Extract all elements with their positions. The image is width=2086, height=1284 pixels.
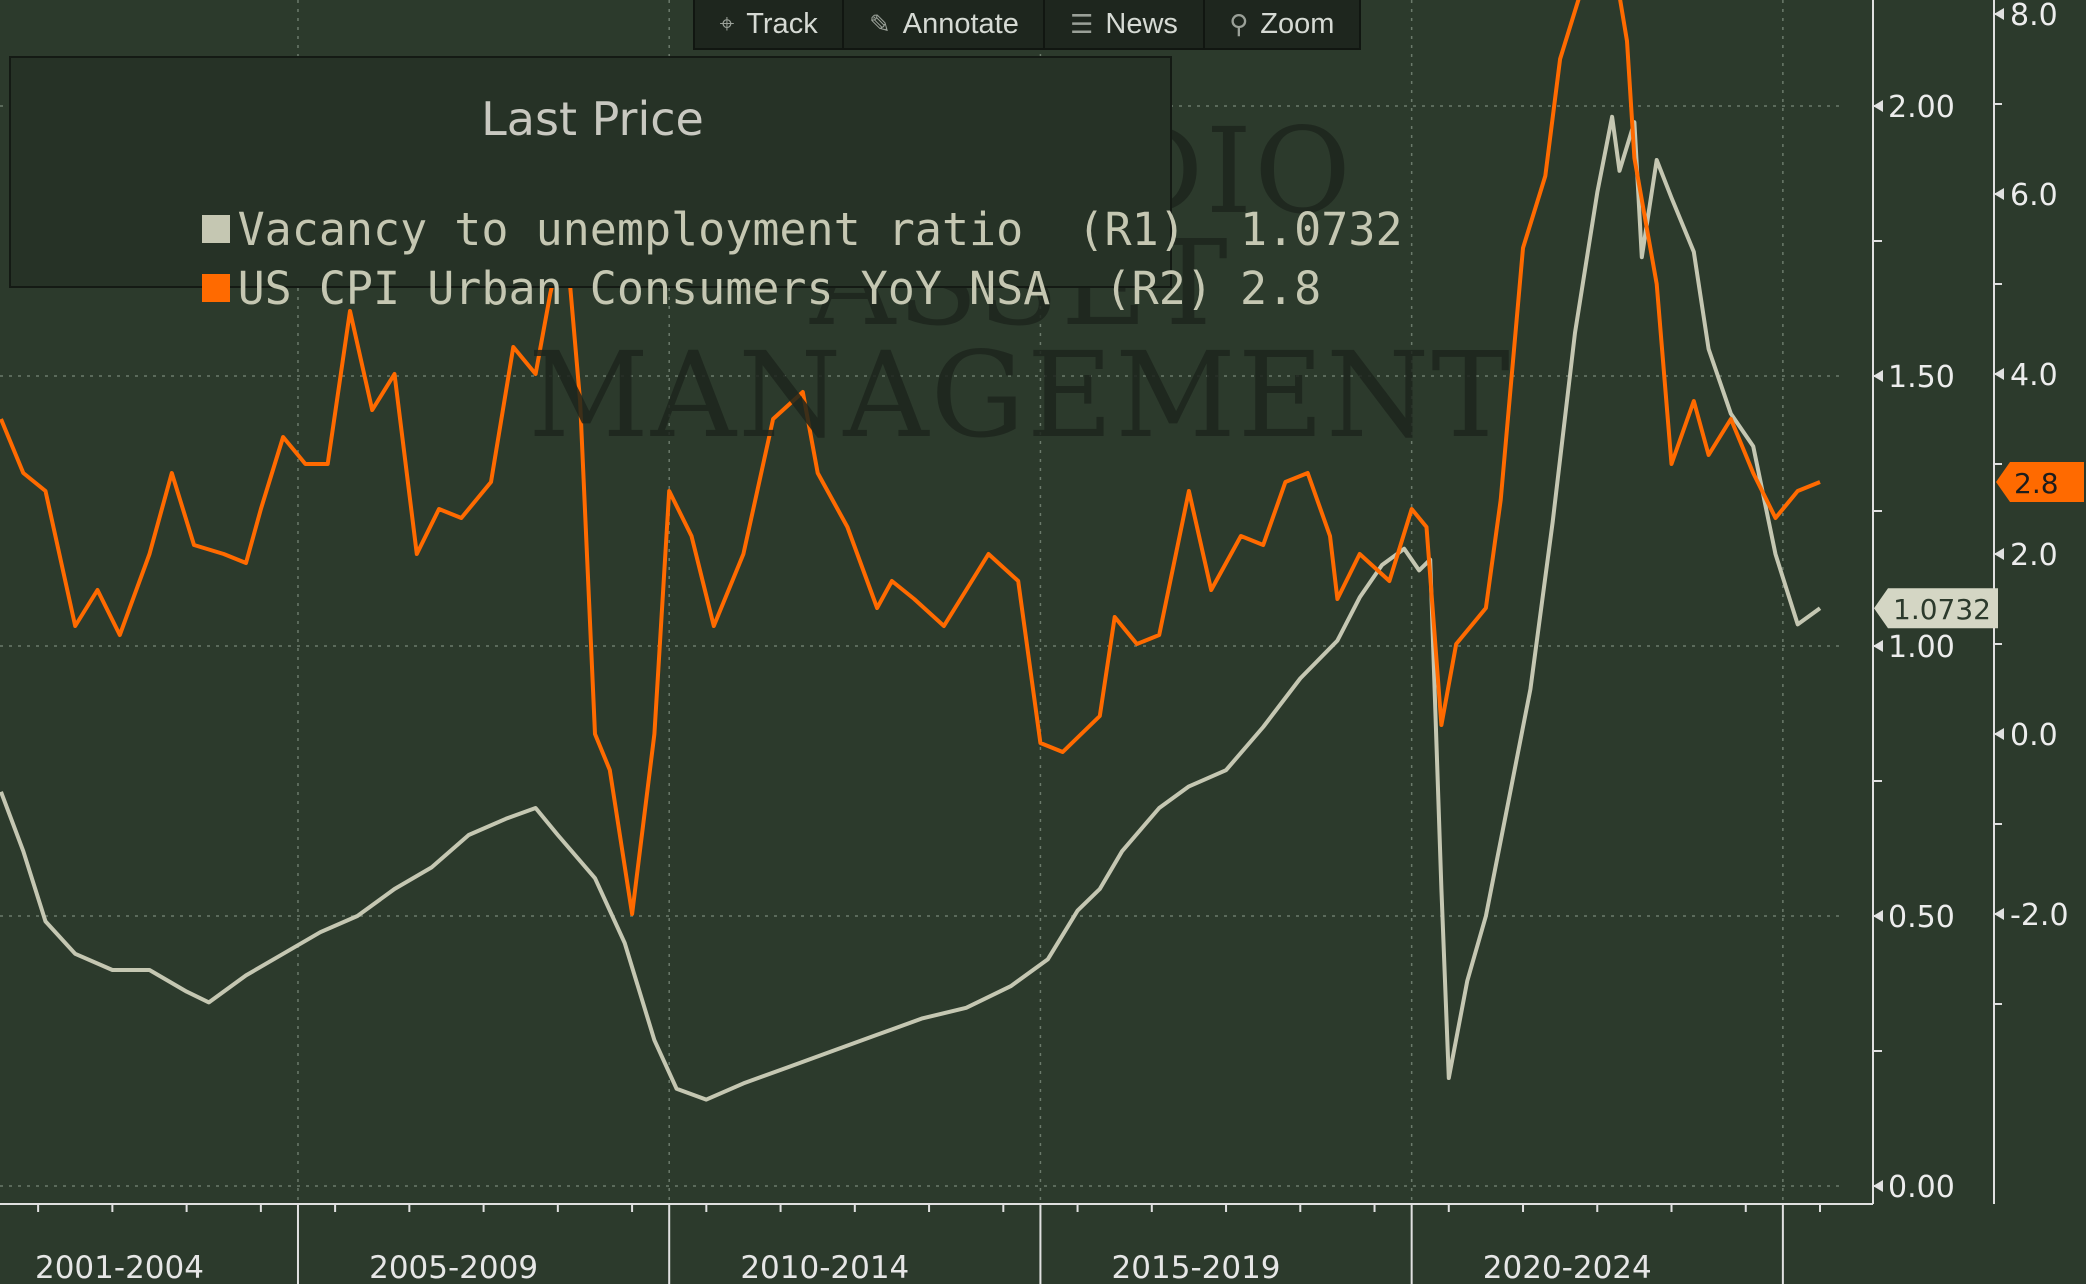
r1-tick-arrow bbox=[1873, 100, 1883, 112]
crosshair-icon: ⌖ bbox=[719, 8, 735, 38]
legend-item-vacancy: Vacancy to unemployment ratio (R1) 1.073… bbox=[39, 150, 1403, 309]
r1-tick-arrow bbox=[1873, 370, 1883, 382]
watermark-line: MANAGEMENT bbox=[528, 326, 1512, 464]
r1-tick-label: 1.50 bbox=[1888, 360, 1955, 395]
r1-tick-label: 0.00 bbox=[1888, 1170, 1955, 1205]
r2-tick-arrow bbox=[1994, 188, 2004, 200]
x-tick-label: 2010-2014 bbox=[740, 1250, 909, 1284]
annotate-button[interactable]: ✎ Annotate bbox=[844, 0, 1046, 48]
zoom-button[interactable]: ⚲ Zoom bbox=[1205, 0, 1359, 48]
x-tick-label: 2005-2009 bbox=[369, 1250, 538, 1284]
r2-tick-arrow bbox=[1994, 368, 2004, 380]
x-axis-strip bbox=[0, 1204, 1873, 1284]
legend-swatch-cpi bbox=[201, 274, 230, 302]
legend-series-name: Vacancy to unemployment ratio bbox=[237, 203, 1024, 256]
last-price-cpi: 2.8 bbox=[2014, 467, 2059, 500]
r2-tick-arrow bbox=[1994, 908, 2004, 920]
chart-toolbar: ⌖ Track ✎ Annotate ☰ News ⚲ Zoom bbox=[693, 0, 1361, 50]
track-button[interactable]: ⌖ Track bbox=[695, 0, 845, 48]
x-tick-label: 2001-2004 bbox=[35, 1250, 204, 1284]
r1-tick-label: 2.00 bbox=[1888, 90, 1955, 125]
last-price-vacancy: 1.0732 bbox=[1893, 593, 1991, 626]
zoom-label: Zoom bbox=[1260, 7, 1335, 40]
r1-tick-arrow bbox=[1873, 640, 1883, 652]
last-price-tag-bg bbox=[1874, 588, 1998, 629]
last-price-tag-cpi: 2.8 bbox=[1996, 462, 2084, 502]
r2-tick-arrow bbox=[1994, 548, 2004, 560]
legend-axis-tag: (R2) bbox=[1050, 262, 1240, 315]
x-tick-label: 2015-2019 bbox=[1112, 1250, 1281, 1284]
r1-tick-label: 1.00 bbox=[1888, 630, 1955, 665]
r2-tick-label: 2.0 bbox=[2010, 538, 2058, 573]
r1-tick-label: 0.50 bbox=[1888, 900, 1955, 935]
track-label: Track bbox=[746, 7, 818, 40]
news-button[interactable]: ☰ News bbox=[1045, 0, 1205, 48]
legend-series-name: US CPI Urban Consumers YoY NSA bbox=[237, 262, 1051, 315]
r2-tick-label: 6.0 bbox=[2010, 178, 2058, 213]
magnifier-icon: ⚲ bbox=[1229, 8, 1249, 39]
series-layer bbox=[0, 0, 1822, 1102]
news-icon: ☰ bbox=[1070, 8, 1094, 39]
annotate-label: Annotate bbox=[902, 7, 1019, 40]
legend-item-cpi: US CPI Urban Consumers YoY NSA (R2) 2.8 bbox=[39, 209, 1321, 368]
legend-axis-tag: (R1) bbox=[1023, 203, 1240, 256]
news-label: News bbox=[1105, 7, 1178, 40]
r2-tick-label: 8.0 bbox=[2010, 0, 2058, 33]
r2-tick-label: 4.0 bbox=[2010, 358, 2058, 393]
last-price-tag-bg bbox=[1996, 462, 2084, 502]
r2-tick-label: 0.0 bbox=[2010, 718, 2058, 753]
series-line-cpi bbox=[0, 0, 1821, 916]
legend-last-price: 2.8 bbox=[1240, 262, 1322, 315]
r1-tick-arrow bbox=[1873, 1180, 1883, 1192]
chart-legend: Last Price Vacancy to unemployment ratio… bbox=[9, 56, 1403, 315]
pencil-icon: ✎ bbox=[868, 8, 891, 39]
r1-tick-arrow bbox=[1873, 910, 1883, 922]
r2-tick-arrow bbox=[1994, 8, 2004, 20]
x-tick-label: 2020-2024 bbox=[1483, 1250, 1652, 1284]
legend-title: Last Price bbox=[481, 92, 704, 146]
r2-tick-label: -2.0 bbox=[2010, 898, 2069, 933]
series-line-vacancy bbox=[0, 114, 1822, 1102]
legend-swatch-vacancy bbox=[201, 215, 230, 243]
r2-tick-arrow bbox=[1994, 728, 2004, 740]
last-price-tag-vacancy: 1.0732 bbox=[1874, 588, 1998, 629]
legend-last-price: 1.0732 bbox=[1240, 203, 1403, 256]
